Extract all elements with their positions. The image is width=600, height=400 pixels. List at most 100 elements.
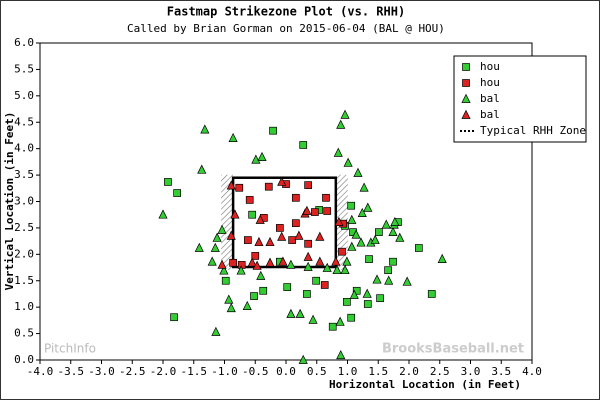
- x-tick-label: -1.0: [211, 365, 238, 378]
- square-point: [427, 290, 436, 298]
- y-tick-label: 5.0: [14, 89, 34, 102]
- x-tick-label: 0.0: [276, 365, 296, 378]
- triangle-point: [277, 176, 287, 186]
- y-tick-label: 3.0: [14, 195, 34, 208]
- legend-label: bal: [480, 108, 500, 121]
- triangle-point: [335, 316, 345, 326]
- triangle-point: [362, 288, 372, 298]
- watermark: PitchInfo: [44, 342, 96, 356]
- square-point: [462, 63, 470, 71]
- square-point: [251, 252, 260, 260]
- square-point: [269, 126, 277, 135]
- plot-area: [39, 42, 533, 361]
- square-point: [245, 196, 254, 204]
- square-point: [414, 244, 423, 252]
- square-point: [320, 281, 329, 289]
- square-point: [311, 208, 319, 216]
- square-point: [312, 276, 320, 285]
- y-tick-label: 3.5: [14, 168, 34, 181]
- triangle-point: [336, 349, 346, 360]
- triangle-point: [315, 256, 325, 266]
- triangle-point: [333, 147, 343, 157]
- legend-label: hou: [480, 60, 500, 73]
- triangle-point: [219, 265, 229, 275]
- y-tick-label: 2.5: [14, 221, 34, 234]
- triangle-point: [251, 154, 261, 164]
- square-point: [352, 286, 361, 295]
- square-point: [221, 276, 230, 285]
- square-point: [384, 266, 392, 275]
- triangle-point: [257, 151, 267, 161]
- y-tick-label: 5.5: [14, 62, 34, 75]
- triangle-point: [347, 214, 357, 224]
- square-point: [164, 178, 172, 186]
- x-tick-label: 4.0: [522, 365, 542, 378]
- triangle-point: [298, 354, 308, 364]
- triangle-point: [158, 209, 168, 219]
- square-point: [304, 181, 312, 189]
- square-point: [264, 182, 273, 191]
- triangle-point: [437, 253, 447, 263]
- legend-label: bal: [480, 92, 500, 105]
- triangle-point: [217, 259, 227, 269]
- y-axis-label: Vertical Location (in Feet): [3, 112, 16, 291]
- square-point: [250, 292, 258, 300]
- square-point: [303, 290, 311, 298]
- square-point: [288, 236, 296, 244]
- triangle-point: [381, 219, 391, 229]
- triangle-point: [395, 232, 405, 242]
- triangle-point: [356, 237, 366, 247]
- triangle-point: [224, 294, 234, 304]
- x-tick-label: 1.5: [368, 365, 388, 378]
- triangle-point: [388, 226, 398, 236]
- triangle-point: [342, 256, 352, 266]
- y-tick-label: 0.0: [14, 353, 34, 366]
- square-point: [244, 236, 252, 244]
- triangle-point: [252, 260, 262, 270]
- square-point: [389, 257, 397, 266]
- square-point: [304, 239, 312, 248]
- triangle-point: [295, 308, 305, 318]
- triangle-point: [461, 93, 471, 103]
- triangle-point: [256, 270, 266, 280]
- triangle-point: [347, 241, 357, 251]
- square-point: [347, 201, 356, 210]
- y-tick-label: 1.5: [14, 274, 34, 287]
- triangle-point: [265, 236, 275, 247]
- triangle-point: [254, 236, 264, 247]
- triangle-point: [461, 109, 471, 119]
- triangle-point: [226, 230, 236, 240]
- triangle-point: [353, 167, 363, 177]
- triangle-point: [363, 202, 373, 212]
- triangle-point: [334, 216, 344, 226]
- square-point: [229, 258, 237, 267]
- zone-hatch: [221, 174, 234, 271]
- square-point: [259, 286, 268, 295]
- triangle-point: [303, 261, 313, 271]
- triangle-point: [278, 256, 288, 266]
- triangle-point: [294, 230, 304, 240]
- triangle-point: [384, 275, 394, 285]
- x-tick-label: 3.5: [491, 365, 511, 378]
- triangle-point: [210, 242, 220, 252]
- chart-subtitle: Called by Brian Gorman on 2015-06-04 (BA…: [127, 22, 445, 35]
- square-point: [248, 210, 257, 219]
- x-tick-label: -1.5: [181, 365, 208, 378]
- x-tick-label: -0.5: [242, 365, 269, 378]
- triangle-point: [197, 164, 207, 174]
- triangle-point: [357, 207, 367, 217]
- triangle-point: [194, 242, 204, 252]
- triangle-point: [370, 234, 380, 244]
- triangle-point: [351, 229, 361, 239]
- triangle-point: [207, 256, 217, 266]
- triangle-point: [226, 302, 236, 313]
- strike-zone: [231, 176, 338, 269]
- square-point: [283, 283, 292, 291]
- square-point: [323, 207, 332, 215]
- triangle-point: [315, 231, 325, 241]
- triangle-point: [212, 232, 222, 242]
- y-tick-label: 2.0: [14, 247, 34, 260]
- x-tick-label: 2.0: [399, 365, 419, 378]
- triangle-point: [230, 209, 240, 219]
